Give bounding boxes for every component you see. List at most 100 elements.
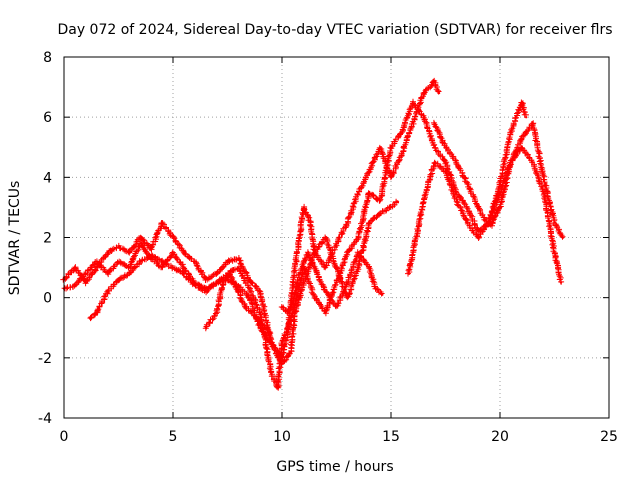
data-point: [139, 236, 142, 239]
data-point: [73, 284, 77, 287]
data-point: [171, 236, 175, 239]
y-tick-label: -2: [38, 351, 52, 367]
data-point: [160, 260, 164, 263]
data-point: [302, 206, 305, 209]
data-point: [307, 251, 310, 254]
data-point: [433, 122, 436, 125]
data-point: [309, 221, 312, 224]
data-point: [400, 152, 404, 155]
data-point: [139, 260, 142, 263]
y-tick-label: 8: [43, 50, 52, 66]
data-point: [389, 146, 393, 149]
data-point: [433, 146, 436, 149]
data-point: [269, 341, 273, 344]
data-point: [346, 221, 349, 224]
x-tick-label: 25: [600, 429, 618, 445]
data-point: [466, 206, 469, 209]
data-point: [424, 191, 428, 194]
data-point: [437, 91, 441, 95]
data-point: [509, 161, 513, 164]
data-point: [466, 221, 469, 224]
series-markers: [60, 77, 442, 361]
data-point: [509, 131, 513, 134]
data-point: [335, 305, 338, 308]
data-point: [287, 311, 290, 314]
data-point: [335, 266, 338, 269]
data-point: [259, 311, 262, 314]
data-point: [444, 161, 447, 164]
data-point: [237, 257, 240, 260]
y-tick-label: 2: [43, 231, 52, 247]
data-point: [182, 266, 186, 269]
data-point: [139, 242, 142, 245]
data-point: [215, 311, 218, 314]
data-point: [559, 281, 563, 284]
data-point: [433, 79, 436, 83]
x-axis-label: GPS time / hours: [276, 459, 393, 475]
data-point: [204, 326, 207, 329]
data-point: [160, 266, 164, 269]
data-point: [477, 230, 480, 233]
data-point: [346, 281, 349, 284]
data-point: [520, 100, 523, 104]
data-point: [357, 266, 360, 269]
y-tick-label: 6: [43, 110, 52, 126]
x-tick-label: 10: [273, 429, 291, 445]
data-point: [182, 272, 186, 275]
data-point: [117, 278, 120, 281]
data-point: [378, 212, 382, 215]
data-point: [106, 251, 109, 254]
series-track-5: [278, 249, 385, 317]
data-point: [553, 221, 556, 224]
data-point: [520, 137, 523, 140]
data-point: [407, 272, 410, 275]
data-point: [95, 311, 98, 314]
data-point: [248, 287, 251, 290]
data-point: [250, 311, 253, 314]
x-tick-label: 15: [382, 429, 400, 445]
data-point: [346, 251, 349, 254]
data-point: [531, 161, 534, 164]
data-point: [313, 296, 316, 299]
data-point: [368, 266, 371, 269]
data-point: [542, 191, 545, 194]
data-point: [280, 341, 284, 344]
data-point: [357, 191, 360, 194]
data-point: [335, 281, 338, 284]
data-point: [296, 251, 299, 254]
data-point: [298, 272, 301, 275]
tick-labels: 0 5 10 15 20 25 -4 -2 0 2 4 6 8: [38, 50, 618, 445]
data-point: [106, 272, 109, 275]
data-point: [483, 218, 486, 221]
data-point: [276, 386, 279, 390]
data-point: [291, 302, 295, 305]
data-point: [315, 272, 319, 275]
data-point: [411, 251, 414, 254]
data-point: [117, 260, 120, 263]
data-point: [128, 266, 131, 269]
data-point: [84, 272, 88, 275]
data-point: [378, 200, 382, 203]
data-point: [324, 266, 327, 269]
series-track-1: [60, 77, 442, 361]
data-point: [269, 371, 273, 375]
data-point: [313, 251, 316, 254]
data-point: [89, 317, 92, 320]
data-point: [335, 242, 338, 245]
data-point: [291, 281, 295, 284]
data-point: [248, 296, 251, 299]
data-point: [182, 251, 186, 254]
data-point: [422, 116, 425, 119]
data-point: [193, 284, 196, 287]
data-point: [117, 245, 120, 248]
data-point: [444, 170, 447, 173]
data-point: [106, 290, 109, 293]
x-tick-label: 0: [60, 429, 69, 445]
data-point: [466, 182, 469, 185]
data-point: [259, 320, 262, 323]
data-point: [73, 266, 77, 269]
x-tick-label: 20: [491, 429, 509, 445]
data-point: [293, 311, 297, 314]
data-point: [477, 236, 480, 239]
data-point: [411, 100, 414, 104]
